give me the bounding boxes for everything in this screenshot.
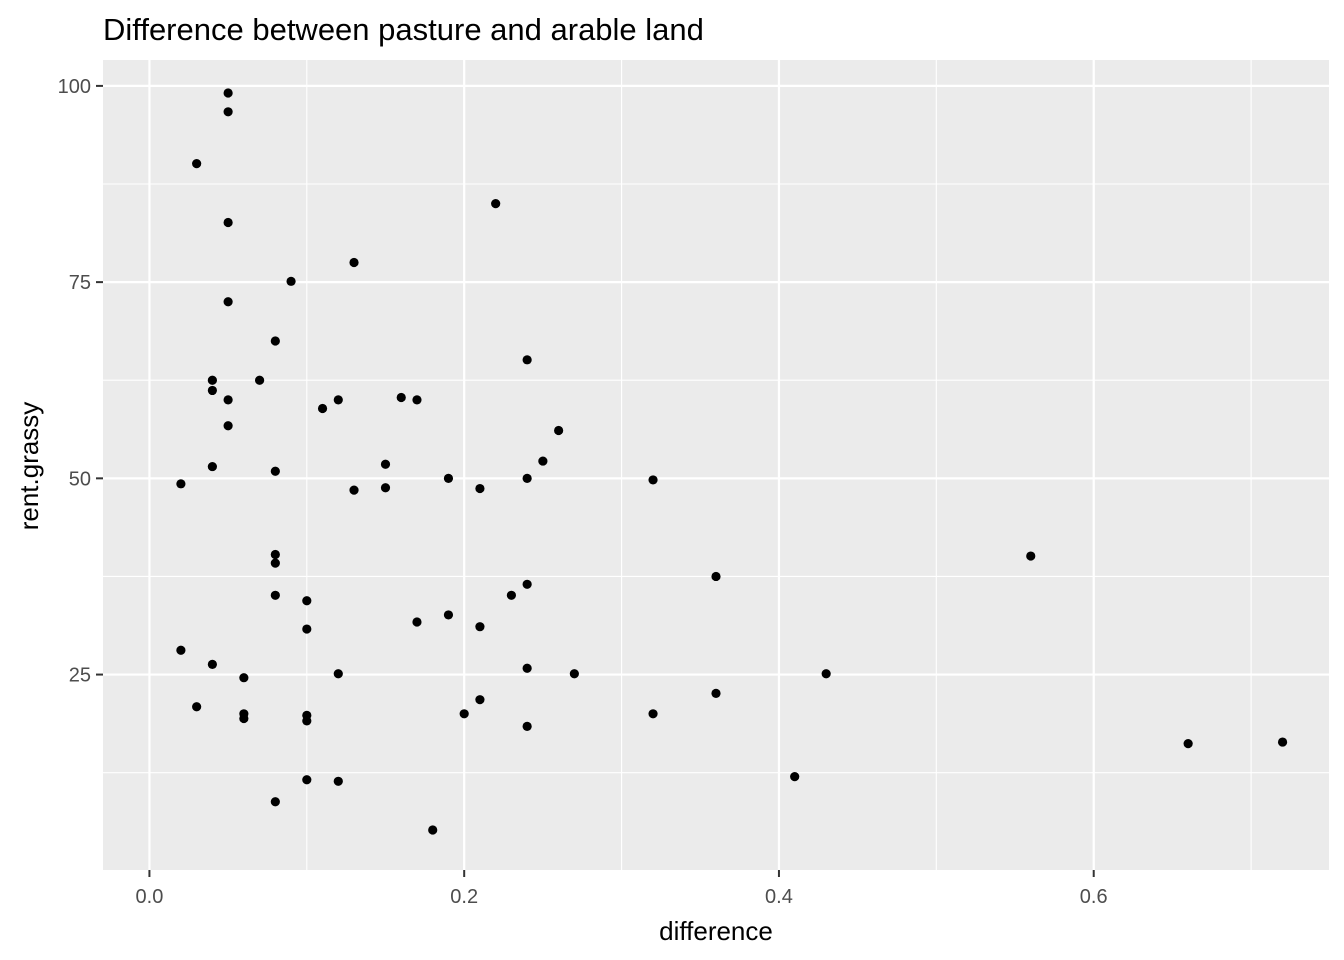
data-point: [223, 395, 233, 405]
data-point: [443, 610, 454, 620]
data-point: [475, 622, 485, 632]
y-tick-label: 100: [58, 76, 91, 98]
data-point: [254, 375, 265, 385]
data-point: [223, 297, 233, 307]
data-point: [223, 88, 233, 98]
data-point: [192, 702, 202, 712]
data-point: [239, 713, 249, 724]
data-point: [538, 456, 548, 466]
data-point: [1183, 739, 1193, 749]
y-tick-label: 50: [69, 468, 91, 490]
data-point: [711, 688, 721, 699]
data-point: [333, 669, 343, 679]
x-tick-label: 0.6: [1080, 886, 1108, 908]
y-axis-ticks: 25 50 75 100: [58, 76, 103, 687]
data-point: [506, 590, 517, 600]
data-point: [207, 375, 217, 385]
data-point: [239, 673, 249, 683]
major-gridlines: [103, 60, 1329, 870]
x-axis-title: difference: [659, 916, 773, 946]
data-point: [302, 624, 312, 634]
data-point: [443, 473, 454, 483]
data-point: [459, 709, 469, 719]
data-point: [412, 395, 422, 405]
data-point: [176, 479, 186, 489]
data-point: [522, 663, 532, 673]
data-point: [522, 473, 532, 483]
data-point: [648, 475, 658, 485]
data-point: [349, 257, 359, 268]
x-axis-ticks: 0.0 0.2 0.4 0.6: [136, 870, 1108, 908]
data-point: [207, 385, 217, 396]
data-point: [522, 579, 532, 589]
y-axis-title: rent.grassy: [14, 402, 44, 531]
data-point: [790, 771, 800, 782]
data-point: [302, 596, 312, 606]
data-point: [270, 549, 280, 560]
data-point: [554, 425, 564, 436]
data-point: [522, 355, 532, 365]
chart-title: Difference between pasture and arable la…: [103, 12, 704, 47]
data-point: [821, 669, 831, 679]
data-point: [380, 483, 391, 493]
data-point: [302, 775, 312, 785]
data-point: [396, 392, 406, 403]
data-point: [475, 483, 485, 494]
data-point: [302, 716, 312, 726]
y-tick-label: 75: [69, 272, 91, 294]
data-point: [207, 461, 217, 472]
data-point: [223, 421, 233, 431]
data-point: [270, 558, 280, 568]
y-tick-label: 25: [69, 665, 91, 687]
data-point: [412, 617, 422, 627]
data-point: [317, 403, 328, 414]
data-point: [380, 459, 391, 469]
data-point: [176, 645, 186, 655]
x-tick-label: 0.2: [450, 886, 478, 908]
data-point: [648, 709, 658, 719]
data-point: [428, 825, 438, 835]
data-point: [711, 571, 721, 582]
data-point: [349, 485, 359, 495]
data-point: [270, 797, 280, 807]
data-point: [207, 659, 217, 669]
data-point: [223, 107, 233, 117]
data-point: [475, 695, 485, 705]
x-tick-label: 0.4: [765, 886, 793, 908]
x-tick-label: 0.0: [136, 886, 164, 908]
data-point: [270, 336, 280, 346]
data-point: [270, 466, 280, 476]
data-point: [522, 721, 532, 731]
data-point: [1026, 551, 1036, 561]
data-point: [333, 776, 343, 786]
data-point: [192, 159, 202, 169]
data-points: [176, 88, 1288, 835]
data-point: [223, 217, 233, 228]
data-point: [569, 669, 579, 679]
data-point: [491, 199, 501, 209]
data-point: [270, 590, 280, 600]
data-point: [333, 395, 343, 405]
data-point: [1277, 737, 1288, 747]
data-point: [286, 276, 296, 286]
plot-panel: [103, 60, 1329, 870]
